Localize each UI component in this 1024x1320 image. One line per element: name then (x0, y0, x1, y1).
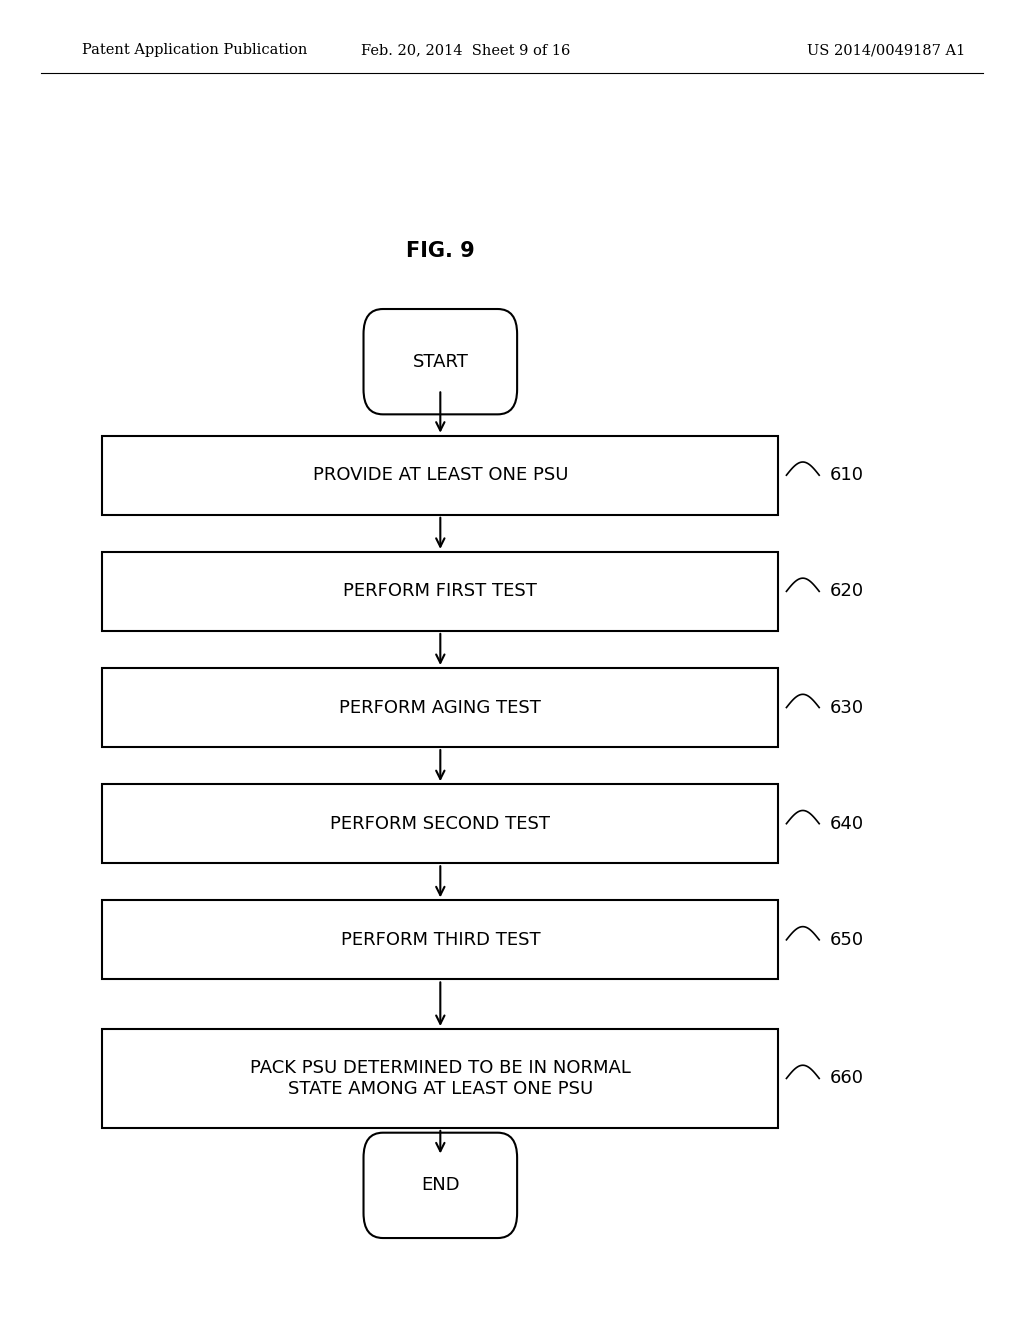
Text: PERFORM SECOND TEST: PERFORM SECOND TEST (331, 814, 550, 833)
Text: PACK PSU DETERMINED TO BE IN NORMAL
STATE AMONG AT LEAST ONE PSU: PACK PSU DETERMINED TO BE IN NORMAL STAT… (250, 1059, 631, 1098)
Bar (102, 900, 778, 979)
Text: US 2014/0049187 A1: US 2014/0049187 A1 (807, 44, 965, 57)
Text: 640: 640 (829, 814, 863, 833)
Text: PERFORM THIRD TEST: PERFORM THIRD TEST (341, 931, 540, 949)
Text: PROVIDE AT LEAST ONE PSU: PROVIDE AT LEAST ONE PSU (312, 466, 568, 484)
Text: 650: 650 (829, 931, 863, 949)
FancyBboxPatch shape (364, 1133, 517, 1238)
Text: FIG. 9: FIG. 9 (406, 240, 475, 261)
Text: 660: 660 (829, 1069, 863, 1088)
Text: Feb. 20, 2014  Sheet 9 of 16: Feb. 20, 2014 Sheet 9 of 16 (361, 44, 570, 57)
Text: PERFORM FIRST TEST: PERFORM FIRST TEST (343, 582, 538, 601)
Bar (102, 1030, 778, 1127)
Bar (102, 668, 778, 747)
Text: Patent Application Publication: Patent Application Publication (82, 44, 307, 57)
Text: 610: 610 (829, 466, 863, 484)
Text: 630: 630 (829, 698, 863, 717)
Bar (102, 436, 778, 515)
Text: PERFORM AGING TEST: PERFORM AGING TEST (339, 698, 542, 717)
Text: END: END (421, 1176, 460, 1195)
Text: START: START (413, 352, 468, 371)
Text: 620: 620 (829, 582, 863, 601)
FancyBboxPatch shape (364, 309, 517, 414)
Bar (102, 784, 778, 863)
Bar (102, 552, 778, 631)
